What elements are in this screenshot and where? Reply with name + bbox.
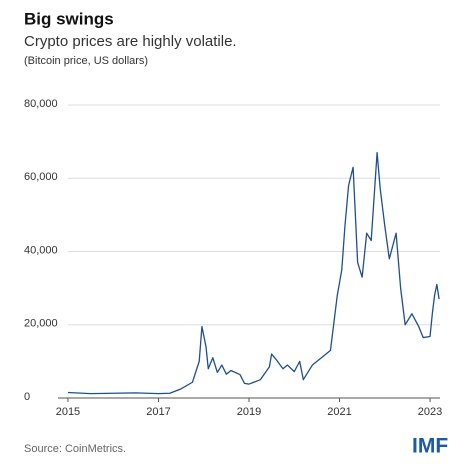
y-tick-label: 60,000 [24, 171, 58, 183]
chart-subtitle: Crypto prices are highly volatile. [24, 33, 237, 50]
x-tick-label: 2021 [327, 406, 351, 418]
source: Source: CoinMetrics. [24, 443, 126, 455]
price-line [67, 151, 440, 395]
y-tick-label: 20,000 [24, 318, 58, 330]
x-tick-label: 2015 [56, 406, 80, 418]
y-tick-label: 40,000 [24, 244, 58, 256]
x-tick-label: 2019 [237, 406, 261, 418]
x-tick-label: 2017 [146, 406, 170, 418]
chart-title: Big swings [24, 9, 114, 28]
x-tick-label: 2023 [418, 406, 442, 418]
y-tick-label: 0 [24, 391, 30, 403]
logo: IMF [412, 435, 448, 458]
y-tick-label: 80,000 [24, 98, 58, 110]
chart-note: (Bitcoin price, US dollars) [24, 55, 148, 67]
